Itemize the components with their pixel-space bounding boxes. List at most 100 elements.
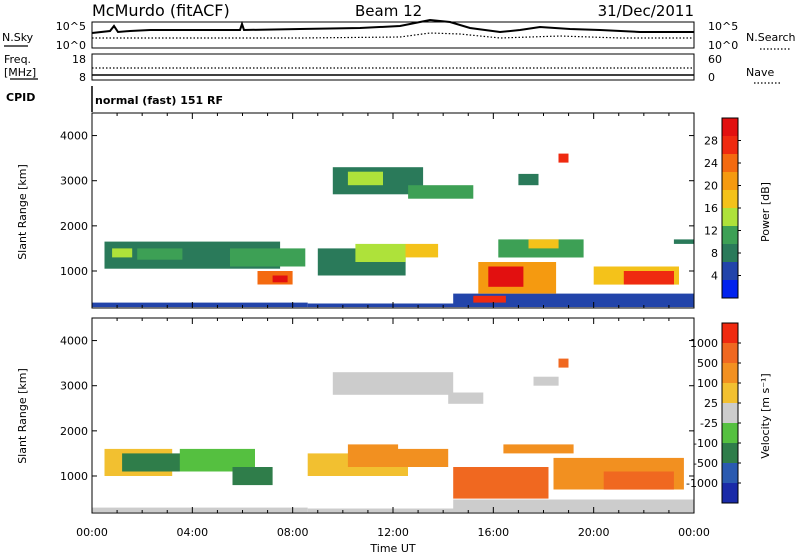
time-tick-label: 08:00 bbox=[277, 526, 309, 539]
power-data-region bbox=[558, 153, 569, 163]
power-colorbar-segment bbox=[722, 208, 738, 227]
velocity-colorbar-segment bbox=[722, 363, 738, 384]
velocity-axes: 1000 2000 3000 4000 bbox=[60, 318, 695, 513]
nave-label: Nave bbox=[746, 66, 774, 79]
power-data-region bbox=[405, 243, 439, 258]
nsearch-trace bbox=[92, 32, 694, 39]
freq-label: Freq. bbox=[4, 53, 31, 66]
velocity-colorbar-segment bbox=[722, 343, 738, 364]
velocity-data-region bbox=[503, 444, 574, 454]
power-colorbar-segment bbox=[722, 154, 738, 173]
velocity-colorbar-tick-label: 100 bbox=[697, 377, 718, 390]
velocity-data-region bbox=[347, 444, 399, 467]
nsky-panel-frame bbox=[91, 21, 695, 49]
nsky-tick-top: 10^5 bbox=[56, 20, 86, 33]
beam-title: Beam 12 bbox=[355, 2, 422, 20]
nave-tick-bottom: 0 bbox=[708, 71, 715, 84]
time-tick-label: 00:00 bbox=[678, 526, 710, 539]
velocity-colorbar-segment bbox=[722, 483, 738, 504]
velocity-data-region bbox=[533, 376, 559, 386]
time-axis-label: Time UT bbox=[369, 542, 415, 554]
time-tick-label: 20:00 bbox=[578, 526, 610, 539]
power-data-region bbox=[528, 239, 559, 249]
velocity-colorbar-tick-label: 1000 bbox=[690, 337, 718, 350]
station-title: McMurdo (fitACF) bbox=[92, 1, 230, 20]
power-colorbar-tick-label: 24 bbox=[704, 157, 718, 170]
velocity-data-region bbox=[448, 392, 484, 404]
power-data-region bbox=[408, 185, 474, 199]
power-colorbar-tick-label: 4 bbox=[711, 270, 718, 283]
velocity-ytick-label: 2000 bbox=[60, 425, 88, 438]
velocity-data-region bbox=[179, 448, 255, 472]
power-data-region bbox=[488, 266, 524, 287]
power-data-region bbox=[272, 275, 288, 283]
time-tick-label: 00:00 bbox=[76, 526, 108, 539]
velocity-data-region bbox=[232, 467, 273, 486]
freq-unit: [MHz] bbox=[4, 66, 36, 79]
cpid-label: CPID bbox=[6, 91, 35, 104]
power-data-region bbox=[453, 293, 694, 304]
time-tick-label: 16:00 bbox=[477, 526, 509, 539]
velocity-colorbar-tick-label: 25 bbox=[704, 397, 718, 410]
velocity-data-region bbox=[453, 467, 549, 499]
power-colorbar-segment bbox=[722, 118, 738, 137]
velocity-ylabel: Slant Range [km] bbox=[16, 368, 29, 464]
velocity-data-region bbox=[92, 507, 308, 513]
power-data-region bbox=[230, 248, 306, 267]
freq-panel-frame bbox=[91, 53, 695, 81]
velocity-colorbar-tick-label: -500 bbox=[693, 457, 718, 470]
power-ytick-label: 1000 bbox=[60, 265, 88, 278]
time-tick-label: 04:00 bbox=[176, 526, 208, 539]
power-colorbar-segment bbox=[722, 226, 738, 245]
time-tick-label: 12:00 bbox=[377, 526, 409, 539]
power-data-region bbox=[92, 302, 308, 308]
power-colorbar-tick-label: 8 bbox=[711, 247, 718, 260]
nsearch-tick-bottom: 10^0 bbox=[708, 39, 738, 52]
power-ylabel: Slant Range [km] bbox=[16, 164, 29, 260]
velocity-ytick-label: 1000 bbox=[60, 470, 88, 483]
velocity-colorbar-tick-label: -100 bbox=[693, 437, 718, 450]
power-data-region bbox=[307, 303, 694, 308]
power-colorbar-label: Power [dB] bbox=[759, 182, 772, 242]
velocity-colorbar-segment bbox=[722, 323, 738, 344]
velocity-colorbar-segment bbox=[722, 463, 738, 484]
power-data-region bbox=[623, 271, 674, 285]
velocity-data-region bbox=[398, 448, 449, 467]
velocity-colorbar-segment bbox=[722, 423, 738, 444]
nsky-trace bbox=[91, 18, 694, 34]
power-data-region bbox=[137, 248, 183, 260]
power-colorbar-tick-label: 16 bbox=[704, 202, 718, 215]
power-colorbar-segment bbox=[722, 244, 738, 263]
power-colorbar-segment bbox=[722, 172, 738, 191]
velocity-colorbar: 1000 500 100 25 -25 -100 -500 -1000 bbox=[686, 322, 741, 504]
velocity-colorbar-frame bbox=[721, 322, 739, 504]
velocity-colorbar-segment bbox=[722, 443, 738, 464]
velocity-ytick-label: 4000 bbox=[60, 335, 88, 348]
power-data-region bbox=[673, 239, 694, 244]
power-data-region bbox=[355, 243, 406, 262]
freq-tick-bottom: 8 bbox=[79, 71, 86, 84]
time-axis: 00:00 04:00 08:00 12:00 16:00 20:00 00:00 bbox=[76, 526, 710, 539]
power-colorbar-segment bbox=[722, 190, 738, 209]
nave-tick-top: 60 bbox=[708, 53, 722, 66]
velocity-data-region bbox=[453, 499, 694, 509]
velocity-ytick-label: 3000 bbox=[60, 380, 88, 393]
velocity-colorbar-segment bbox=[722, 403, 738, 424]
velocity-data-region bbox=[332, 372, 454, 395]
power-data-region bbox=[518, 173, 539, 186]
freq-tick-top: 18 bbox=[72, 53, 86, 66]
nsky-label: N.Sky bbox=[2, 31, 34, 44]
power-colorbar-tick-label: 12 bbox=[704, 225, 718, 238]
power-colorbar-segment bbox=[722, 262, 738, 281]
power-ytick-label: 4000 bbox=[60, 130, 88, 143]
power-data-region bbox=[473, 295, 506, 303]
velocity-data-region bbox=[307, 508, 694, 513]
velocity-colorbar-tick-label: 500 bbox=[697, 357, 718, 370]
power-colorbar-segment bbox=[722, 280, 738, 299]
power-colorbar-tick-label: 20 bbox=[704, 180, 718, 193]
nsearch-label: N.Search bbox=[746, 31, 796, 44]
power-heatmap bbox=[92, 153, 694, 308]
velocity-colorbar-tick-label: -1000 bbox=[686, 477, 718, 490]
power-colorbar-tick-label: 28 bbox=[704, 135, 718, 148]
cpid-value: normal (fast) 151 RF bbox=[95, 94, 223, 107]
